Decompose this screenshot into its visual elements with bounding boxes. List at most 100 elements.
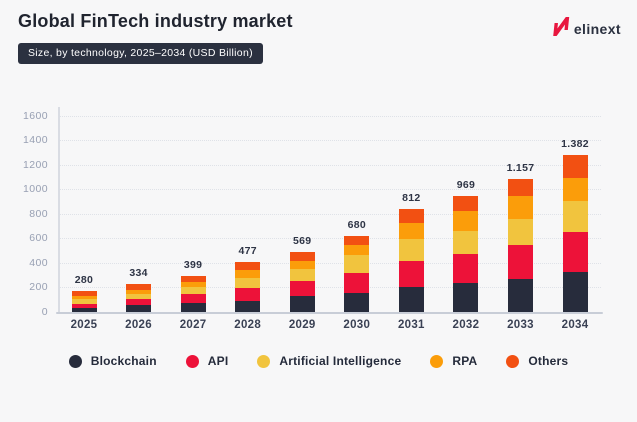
legend-dot-artificial-intelligence (257, 354, 271, 368)
gridline-800 (59, 213, 601, 215)
y-axis-label: 400 (29, 256, 48, 269)
bar-2033-others (507, 178, 533, 197)
x-tick-label-2033: 2033 (507, 319, 534, 331)
bar-2032-artificial-intelligence (453, 230, 479, 254)
bar-2028-rpa (235, 270, 261, 279)
legend-label-artificial-intelligence: Artificial Intelligence (279, 354, 402, 368)
bar-2032-others (453, 196, 479, 212)
x-tick-label-2026: 2026 (125, 319, 152, 331)
bar-2025-rpa (71, 295, 97, 300)
bar-total-label-2028: 477 (238, 245, 257, 258)
bar-2033-blockchain (507, 279, 533, 312)
bar-2028-blockchain (235, 300, 261, 312)
bar-2030 (344, 235, 370, 312)
bar-2033-artificial-intelligence (507, 218, 533, 245)
bar-2031-blockchain (398, 287, 424, 312)
legend-label-api: API (207, 354, 229, 368)
bar-2032-api (453, 253, 479, 283)
legend-dot-rpa (430, 354, 444, 368)
bar-2029-others (289, 252, 315, 262)
bar-2030-api (344, 272, 370, 293)
legend-item-api: API (185, 354, 229, 368)
bar-2030-others (344, 235, 370, 246)
bar-2027-api (180, 294, 206, 304)
y-axis-label: 600 (29, 232, 48, 245)
bar-total-label-2034: 1.382 (561, 138, 589, 151)
bar-2030-artificial-intelligence (344, 254, 370, 273)
bar-2029-blockchain (289, 295, 315, 312)
y-axis-label: 1400 (23, 134, 48, 147)
bar-2028 (235, 262, 261, 312)
y-axis-line (58, 107, 60, 312)
y-axis-label: 200 (29, 281, 48, 294)
y-axis-label: 0 (41, 306, 48, 318)
bar-total-label-2026: 334 (129, 267, 148, 280)
bar-2029-api (289, 281, 315, 296)
x-tick-label-2028: 2028 (234, 319, 262, 331)
y-axis-label: 800 (29, 207, 48, 220)
elinext-logo: elinext (553, 16, 621, 41)
legend-label-rpa: RPA (452, 354, 478, 368)
bar-2026-artificial-intelligence (126, 293, 152, 299)
legend-item-rpa: RPA (430, 354, 477, 368)
bar-2034-rpa (562, 178, 588, 201)
y-axis-label: 1200 (23, 158, 48, 171)
bar-2033-api (507, 244, 533, 280)
bar-2025-blockchain (71, 308, 97, 312)
bar-2032-blockchain (453, 282, 479, 312)
gridline-1400 (59, 140, 601, 142)
x-tick-label-2027: 2027 (179, 319, 207, 331)
bar-2026 (126, 284, 152, 312)
legend-dot-others (506, 354, 520, 368)
bar-total-label-2031: 812 (402, 192, 421, 205)
chart-legend: Blockchain API Artificial Intelligence RPA O… (0, 354, 637, 368)
bar-2029 (289, 252, 315, 312)
bar-2025-artificial-intelligence (71, 299, 97, 304)
bar-2034-blockchain (562, 272, 588, 312)
bar-2032 (453, 196, 479, 312)
bar-2029-rpa (289, 261, 315, 270)
bar-2025 (71, 290, 97, 312)
bar-total-label-2027: 399 (183, 258, 203, 271)
x-tick-label-2034: 2034 (561, 319, 589, 331)
elinext-logo-text: elinext (573, 20, 621, 37)
bar-total-label-2033: 1.157 (506, 161, 535, 174)
y-axis-label: 1000 (23, 183, 48, 196)
bar-2025-api (71, 303, 97, 309)
x-tick-label-2025: 2025 (70, 319, 98, 331)
bar-2028-api (235, 288, 261, 301)
bar-total-label-2030: 680 (347, 218, 366, 231)
page-title: Global FinTech industry market (18, 11, 293, 31)
legend-label-blockchain: Blockchain (90, 354, 157, 368)
legend-item-blockchain: Blockchain (68, 354, 157, 368)
y-axis-label: 1600 (23, 109, 48, 122)
bar-total-label-2029: 569 (293, 235, 312, 248)
bar-2034-api (562, 232, 588, 273)
bar-2034 (562, 155, 588, 312)
bar-2026-others (126, 284, 152, 290)
gridline-1000 (59, 189, 601, 191)
bar-2026-api (126, 298, 152, 305)
bar-2034-others (562, 155, 588, 179)
gridline-200 (59, 287, 601, 289)
bar-2027-others (180, 275, 206, 282)
bar-2025-others (71, 290, 97, 296)
x-tick-label-2029: 2029 (288, 319, 316, 331)
bar-2028-others (235, 262, 261, 271)
bar-2030-rpa (344, 245, 370, 255)
legend-item-artificial-intelligence: Artificial Intelligence (257, 354, 401, 368)
bar-2026-rpa (126, 289, 152, 294)
bar-2032-rpa (453, 211, 479, 231)
bar-2031 (398, 209, 424, 312)
bar-2029-artificial-intelligence (289, 269, 315, 282)
bar-2033 (507, 178, 533, 312)
gridline-400 (59, 262, 601, 264)
subtitle-badge: Size, by technology, 2025–2034 (USD Bill… (18, 43, 263, 64)
bar-total-label-2025: 280 (74, 273, 94, 286)
bar-2031-artificial-intelligence (398, 238, 424, 262)
x-tick-label-2031: 2031 (397, 319, 425, 331)
gridline-1200 (59, 164, 601, 166)
bar-2031-api (398, 261, 424, 288)
gridline-600 (59, 238, 601, 240)
x-axis-line (56, 312, 603, 314)
